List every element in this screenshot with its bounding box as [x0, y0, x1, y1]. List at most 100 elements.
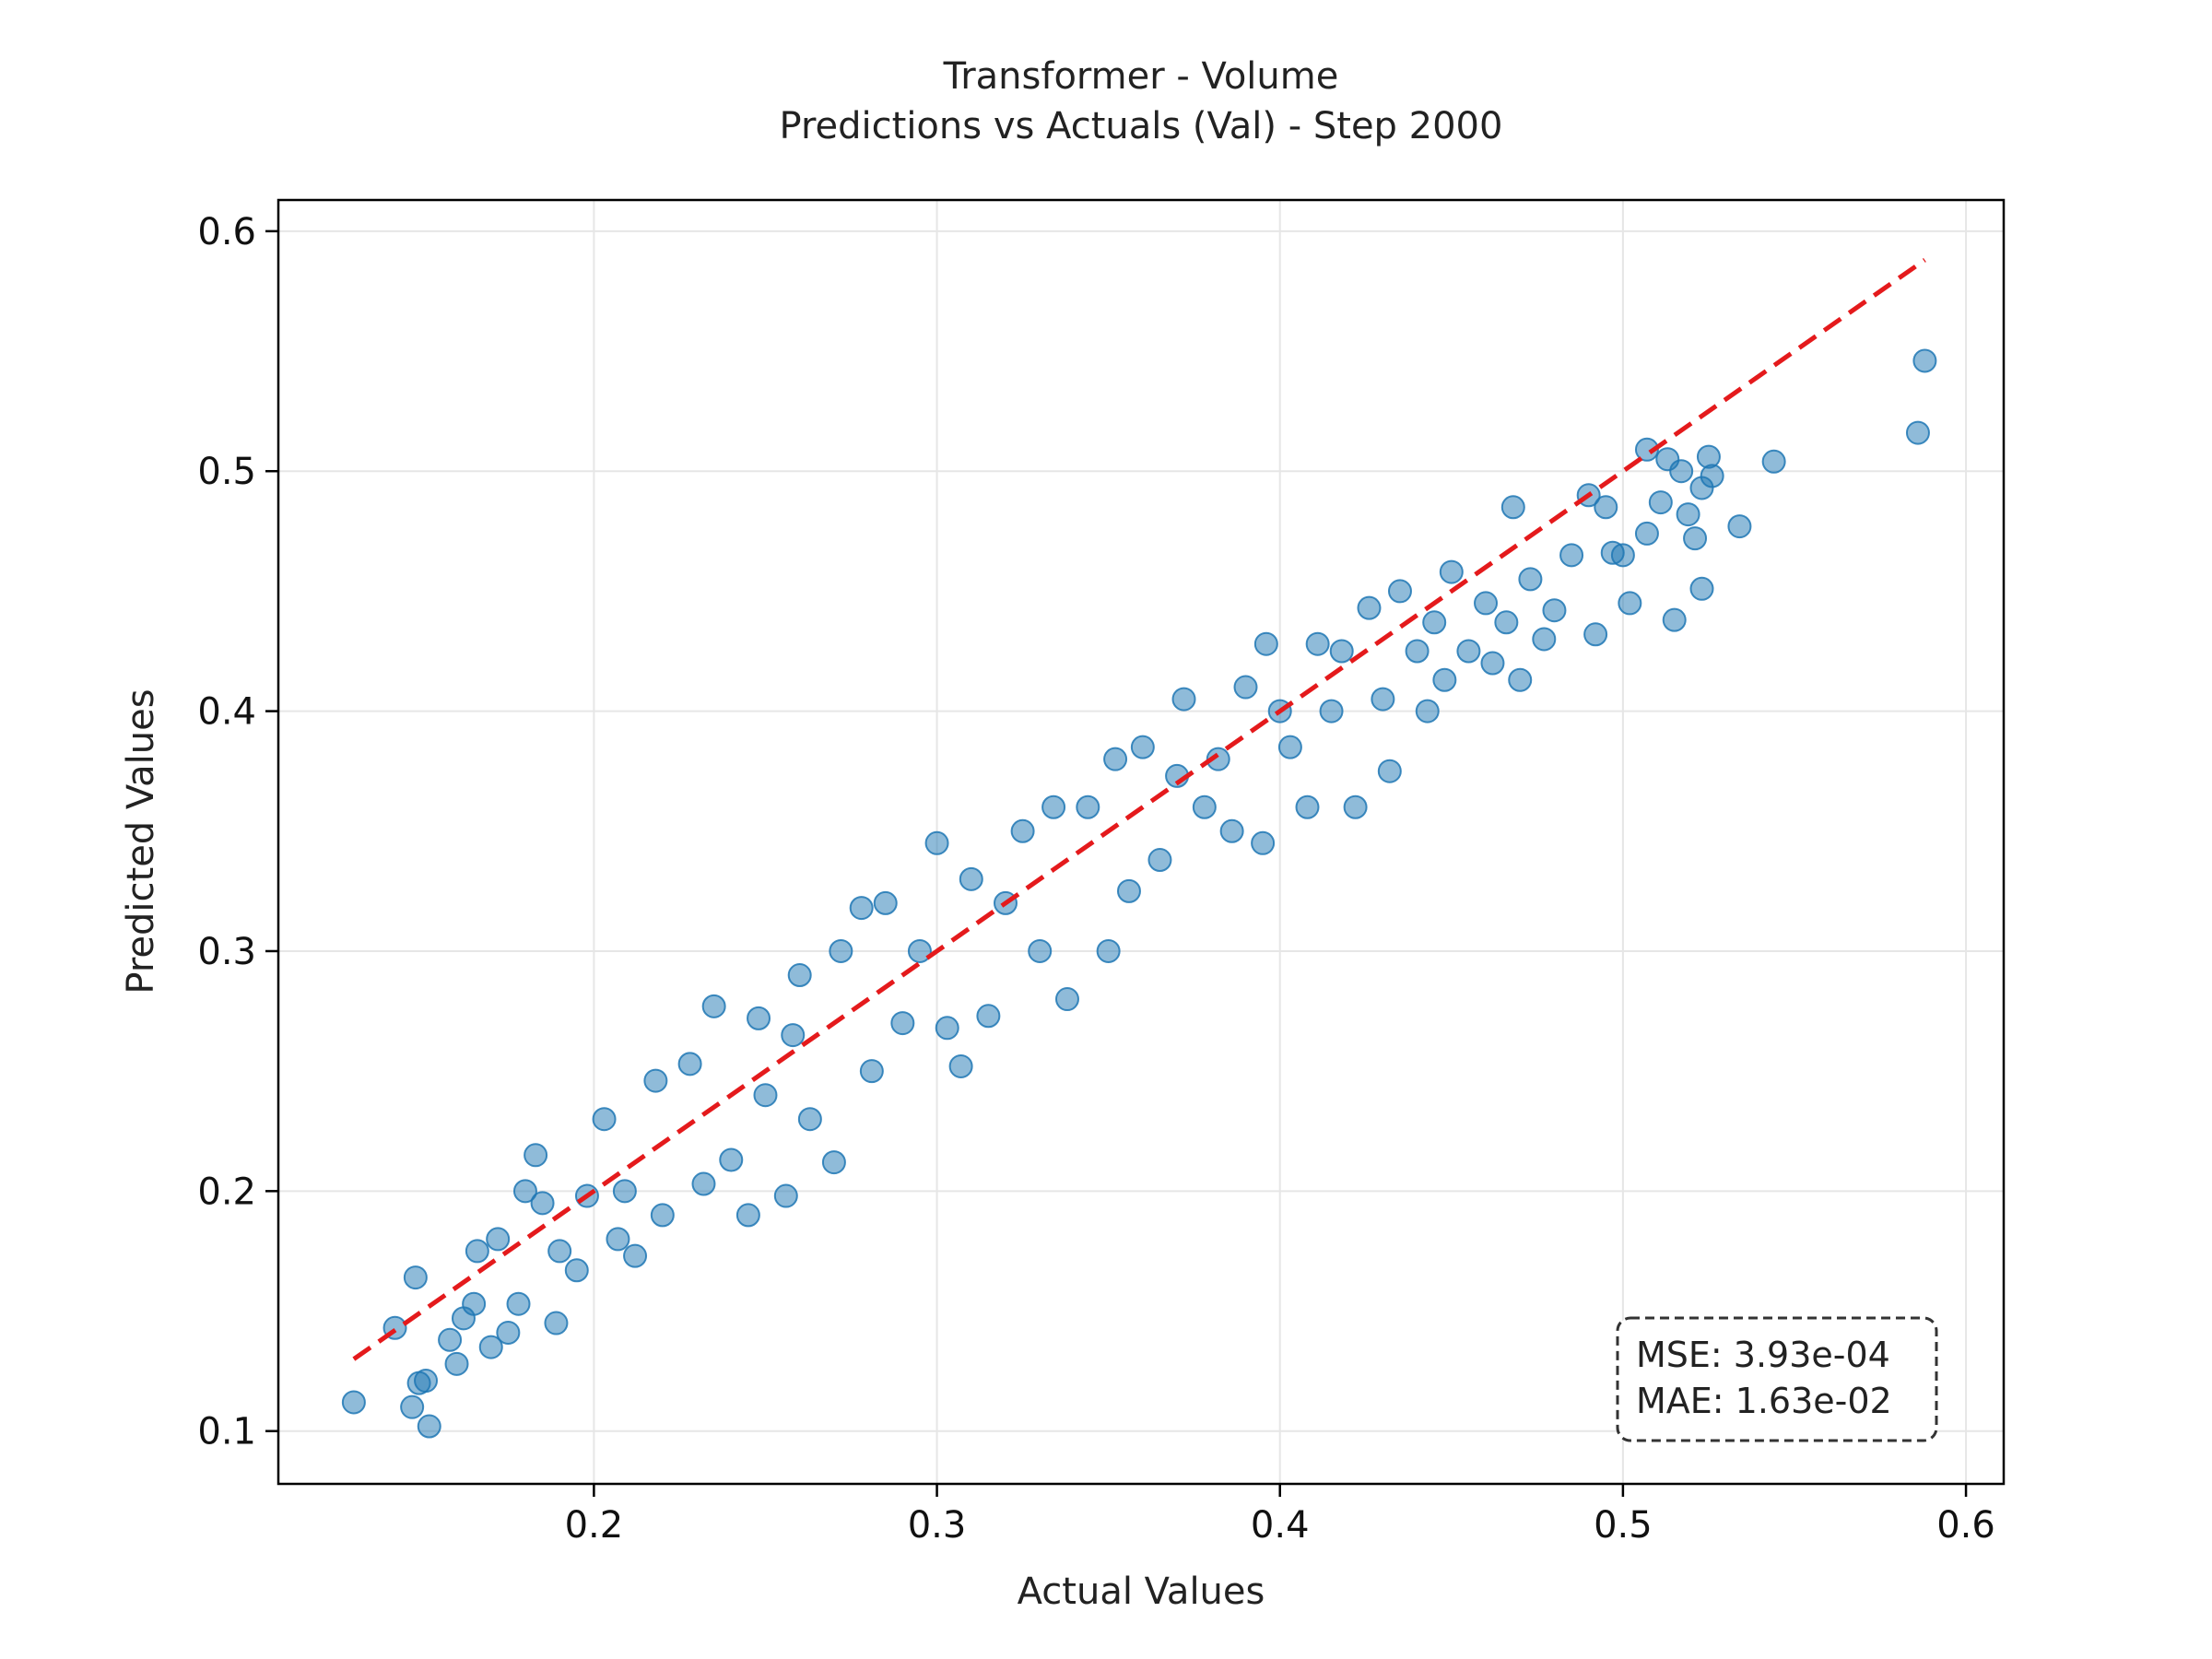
data-point: [1700, 464, 1724, 488]
data-point: [1319, 699, 1344, 724]
data-point: [1295, 794, 1320, 819]
data-point: [1251, 830, 1276, 855]
stats-mae: MAE: 1.63e-02: [1636, 1381, 1892, 1421]
data-point: [1422, 610, 1447, 635]
data-point: [1329, 639, 1354, 664]
data-point: [478, 1335, 503, 1359]
data-point: [1253, 631, 1278, 656]
data-point: [643, 1068, 668, 1093]
data-point: [1219, 818, 1244, 843]
data-point: [564, 1258, 589, 1283]
stats-box: MSE: 3.93e-04 MAE: 1.63e-02: [1616, 1316, 1938, 1442]
data-point: [1371, 687, 1395, 712]
data-point: [341, 1390, 366, 1415]
data-point: [1130, 735, 1155, 759]
data-point: [1456, 639, 1481, 664]
data-point: [1206, 747, 1230, 771]
data-point: [1343, 794, 1368, 819]
y-tick-label: 0.1: [197, 1411, 256, 1453]
data-point: [976, 1004, 1001, 1029]
x-tick-label: 0.3: [908, 1504, 967, 1547]
data-point: [907, 938, 932, 963]
data-point: [959, 866, 983, 891]
data-point: [506, 1291, 531, 1316]
y-axis-label: Predicted Values: [120, 688, 162, 994]
data-point: [1689, 576, 1714, 601]
data-point: [530, 1191, 555, 1216]
data-point: [1474, 591, 1499, 616]
data-point: [1480, 651, 1505, 676]
data-point: [1912, 348, 1937, 373]
data-point: [612, 1179, 637, 1204]
axis-ticks: 0.2 0.3 0.4 0.5 0.6 0.1 0.2 0.3 0.4 0.5 0.6: [197, 211, 1994, 1547]
data-point: [890, 1011, 915, 1036]
data-point: [1357, 595, 1382, 620]
data-point: [606, 1227, 630, 1252]
data-point: [935, 1016, 959, 1041]
data-point: [1610, 543, 1635, 568]
data-point: [1559, 543, 1584, 568]
data-point: [829, 938, 853, 963]
stats-box-frame: [1616, 1316, 1938, 1442]
data-point: [400, 1394, 425, 1419]
data-point: [1277, 735, 1302, 759]
data-point: [1233, 675, 1258, 700]
data-point: [403, 1265, 428, 1290]
data-point: [753, 1083, 778, 1108]
data-point: [544, 1311, 569, 1335]
chart-subtitle: Predictions vs Actuals (Val) - Step 2000: [780, 105, 1503, 147]
data-point: [1669, 459, 1694, 484]
data-point: [1662, 607, 1687, 632]
data-point: [1432, 667, 1457, 692]
data-point: [1494, 610, 1519, 635]
reference-line: [352, 258, 1926, 1361]
y-tick-label: 0.6: [197, 211, 256, 253]
data-point: [1415, 699, 1440, 724]
data-point: [1387, 579, 1412, 604]
data-point: [512, 1179, 537, 1204]
data-point: [873, 890, 898, 915]
stats-mse: MSE: 3.93e-04: [1636, 1335, 1890, 1375]
data-point: [1761, 449, 1786, 474]
data-point: [1028, 938, 1053, 963]
data-point: [821, 1150, 846, 1175]
data-point: [1676, 502, 1700, 527]
x-tick-label: 0.5: [1594, 1504, 1653, 1547]
x-tick-label: 0.2: [565, 1504, 624, 1547]
y-tick-label: 0.2: [197, 1171, 256, 1213]
chart-title: Transformer - Volume: [943, 55, 1339, 98]
data-point: [1054, 987, 1079, 1012]
grid-lines: [278, 200, 2004, 1484]
scatter-points: [341, 348, 1937, 1439]
data-point: [623, 1243, 648, 1268]
data-point: [417, 1414, 441, 1439]
y-tick-label: 0.5: [197, 451, 256, 493]
data-point: [1648, 490, 1673, 515]
x-tick-label: 0.4: [1251, 1504, 1310, 1547]
data-point: [1518, 567, 1543, 592]
data-point: [773, 1183, 798, 1208]
x-tick-label: 0.6: [1936, 1504, 1995, 1547]
data-point: [438, 1327, 463, 1352]
data-point: [496, 1320, 521, 1345]
data-point: [1192, 794, 1217, 819]
data-point: [1594, 495, 1618, 520]
data-point: [414, 1369, 439, 1394]
data-point: [1103, 747, 1128, 771]
data-point: [797, 1107, 822, 1132]
data-point: [1618, 591, 1642, 616]
data-point: [1905, 420, 1930, 445]
data-point: [1405, 639, 1430, 664]
data-point: [465, 1239, 489, 1264]
data-point: [701, 994, 726, 1018]
data-point: [691, 1171, 716, 1196]
data-point: [1532, 627, 1557, 652]
data-point: [1542, 598, 1567, 623]
data-point: [1305, 631, 1330, 656]
data-point: [592, 1107, 617, 1132]
y-tick-label: 0.4: [197, 691, 256, 734]
data-point: [1096, 938, 1121, 963]
data-point: [650, 1203, 675, 1228]
data-point: [1116, 878, 1141, 903]
data-point: [787, 963, 812, 988]
